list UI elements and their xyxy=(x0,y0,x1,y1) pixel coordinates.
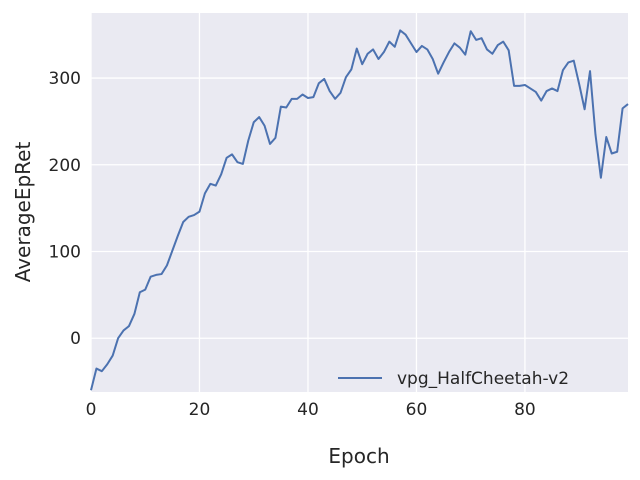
y-axis-title: AverageEpRet xyxy=(11,142,35,283)
x-tick-label: 60 xyxy=(406,400,428,420)
x-axis-title: Epoch xyxy=(328,444,389,468)
x-tick-label: 0 xyxy=(86,400,97,420)
y-tick-label: 0 xyxy=(70,329,81,349)
y-tick-label: 100 xyxy=(49,243,81,263)
x-tick-label: 80 xyxy=(514,400,536,420)
x-tick-label: 20 xyxy=(189,400,211,420)
y-tick-label: 200 xyxy=(49,156,81,176)
series-line xyxy=(90,29,629,391)
y-axis-ticks: 0 100 200 300 xyxy=(49,69,81,349)
series-layer xyxy=(90,29,629,391)
plot-background xyxy=(91,13,628,392)
grid-lines xyxy=(90,13,628,392)
legend: vpg_HalfCheetah-v2 xyxy=(338,369,569,389)
y-tick-label: 300 xyxy=(49,69,81,89)
legend-label: vpg_HalfCheetah-v2 xyxy=(397,369,569,389)
x-tick-label: 40 xyxy=(297,400,319,420)
x-axis-ticks: 0 20 40 60 80 xyxy=(86,400,536,420)
